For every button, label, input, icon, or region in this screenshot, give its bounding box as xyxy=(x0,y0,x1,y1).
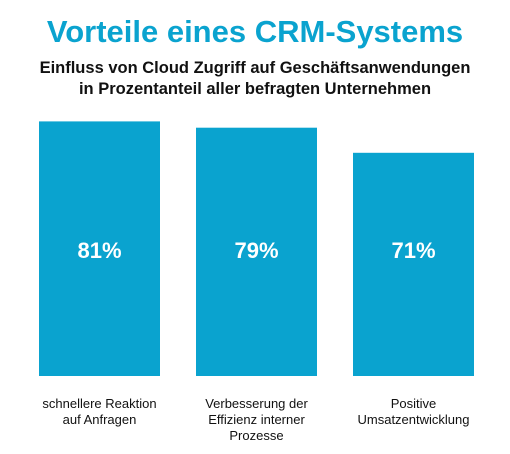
category-label-2-line-1: Verbesserung der xyxy=(205,396,308,411)
category-label-1-line-2: auf Anfragen xyxy=(62,412,137,427)
bar-2 xyxy=(196,127,317,376)
bar-value-label-1: 81% xyxy=(77,238,121,263)
bar-value-label-2: 79% xyxy=(234,238,278,263)
category-label-2-line-3: Prozesse xyxy=(229,428,284,443)
chart-subtitle: Einfluss von Cloud Zugriff auf Geschäfts… xyxy=(0,58,510,100)
category-label-2: Verbesserung der Effizienz interner Prozes… xyxy=(182,396,332,444)
chart-title: Vorteile eines CRM-Systems xyxy=(46,14,464,49)
chart-subtitle-line-2: in Prozentanteil aller befragten Unterne… xyxy=(78,80,432,98)
category-label-3-line-2: Umsatzentwicklung xyxy=(357,412,470,427)
chart-subtitle-line-1: Einfluss von Cloud Zugriff auf Geschäfts… xyxy=(39,59,471,77)
bar-1 xyxy=(39,121,160,377)
bar-3 xyxy=(353,152,474,376)
category-label-1-line-1: schnellere Reaktion xyxy=(42,396,157,411)
bar-value-label-3: 71% xyxy=(391,238,435,263)
category-label-3-line-1: Positive xyxy=(390,396,437,411)
category-label-1: schnellere Reaktion auf Anfragen xyxy=(25,396,175,428)
category-label-3: Positive Umsatzentwicklung xyxy=(339,396,489,428)
category-label-2-line-2: Effizienz interner xyxy=(208,412,305,427)
